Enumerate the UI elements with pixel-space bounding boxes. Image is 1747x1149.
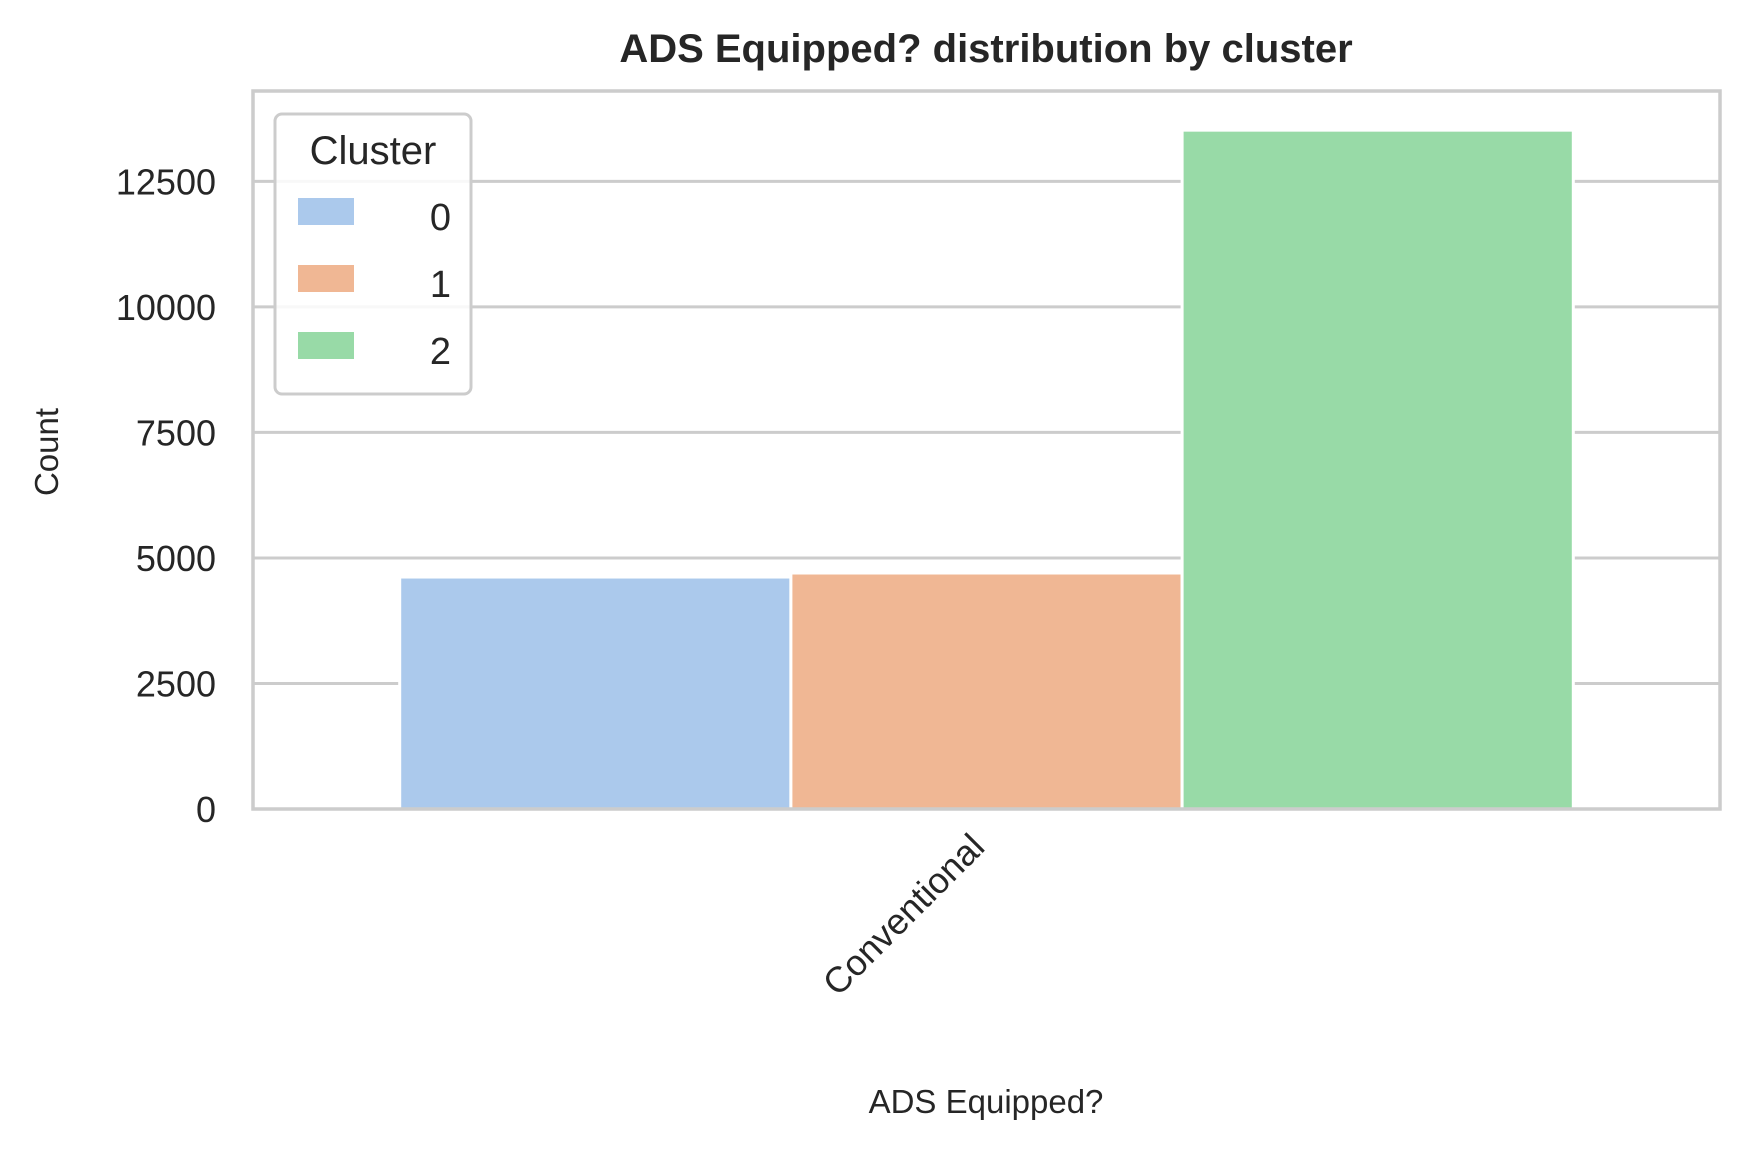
legend-label: 0 xyxy=(430,197,451,239)
y-tick-label: 0 xyxy=(196,789,216,830)
bar-cluster-2 xyxy=(1180,128,1575,811)
legend-title: Cluster xyxy=(310,129,437,173)
y-tick-labels: 0 2500 5000 7500 10000 12500 xyxy=(116,161,216,830)
legend-label: 1 xyxy=(430,264,451,306)
legend-box xyxy=(273,112,473,396)
y-tick-label: 2500 xyxy=(136,663,216,704)
legend: Cluster 0 1 2 xyxy=(273,112,473,396)
chart-title: ADS Equipped? distribution by cluster xyxy=(619,27,1352,71)
legend-swatch-1 xyxy=(298,265,354,292)
y-tick-label: 5000 xyxy=(136,538,216,579)
legend-label: 2 xyxy=(430,331,451,373)
y-tick-label: 10000 xyxy=(116,287,216,328)
y-axis-label: Count xyxy=(28,408,65,496)
bar-cluster-1 xyxy=(789,571,1184,811)
x-axis-label: ADS Equipped? xyxy=(869,1083,1104,1120)
legend-swatch-2 xyxy=(298,332,354,359)
plot-frame xyxy=(251,89,1722,811)
bar-cluster-0 xyxy=(398,575,793,811)
legend-swatch-0 xyxy=(298,198,354,225)
y-tick-label: 7500 xyxy=(136,412,216,453)
y-tick-label: 12500 xyxy=(116,161,216,202)
bars xyxy=(398,128,1575,811)
